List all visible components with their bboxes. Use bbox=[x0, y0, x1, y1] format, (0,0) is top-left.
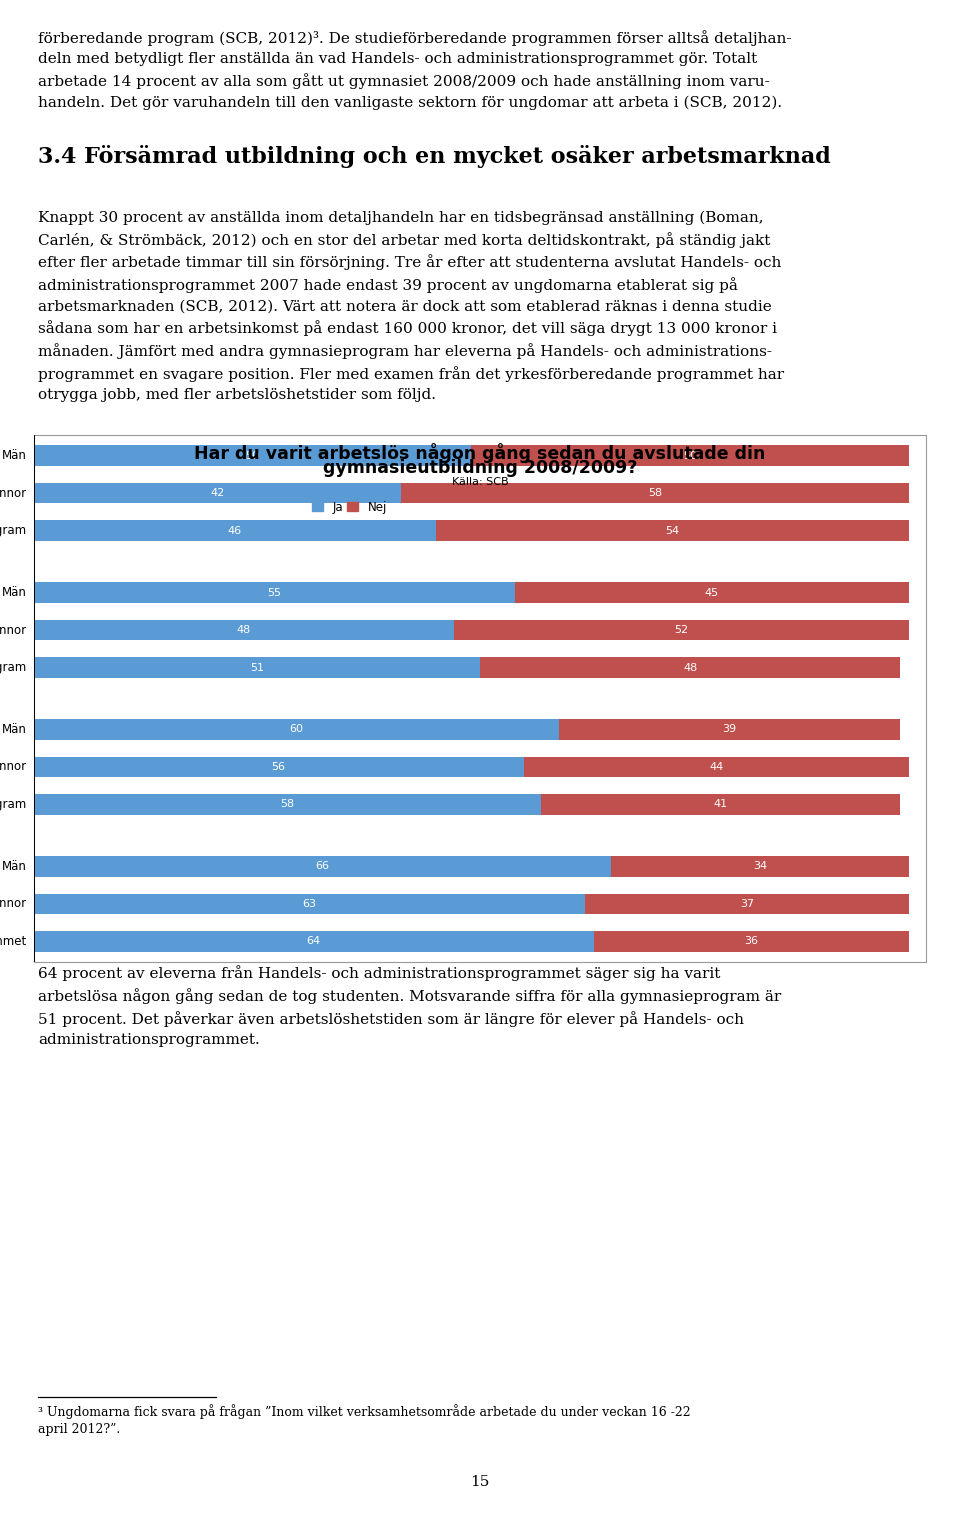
Bar bbox=[515, 582, 909, 603]
Text: 45: 45 bbox=[705, 588, 719, 597]
Text: 48: 48 bbox=[683, 663, 697, 673]
Bar bbox=[585, 894, 909, 914]
Text: 51: 51 bbox=[250, 663, 264, 673]
Text: 52: 52 bbox=[674, 624, 688, 635]
Text: Studieförberedande program: Studieförberedande program bbox=[0, 524, 27, 538]
Text: 55: 55 bbox=[267, 588, 281, 597]
Text: 44: 44 bbox=[709, 762, 724, 772]
Text: 50: 50 bbox=[246, 451, 259, 460]
Text: 58: 58 bbox=[648, 489, 662, 498]
Bar bbox=[34, 894, 585, 914]
Text: 64: 64 bbox=[306, 937, 321, 946]
Bar bbox=[541, 793, 900, 815]
Legend: Ja, Nej: Ja, Nej bbox=[307, 496, 392, 519]
Text: 37: 37 bbox=[740, 899, 754, 909]
Text: 42: 42 bbox=[210, 489, 225, 498]
Text: 63: 63 bbox=[302, 899, 316, 909]
Text: 64 procent av eleverna från Handels- och administrationsprogrammet säger sig ha : 64 procent av eleverna från Handels- och… bbox=[38, 966, 781, 1048]
Bar bbox=[34, 620, 454, 640]
Text: 54: 54 bbox=[665, 525, 680, 536]
Bar bbox=[612, 856, 909, 877]
Text: Män: Män bbox=[2, 449, 27, 461]
Text: 50: 50 bbox=[684, 451, 697, 460]
Text: 66: 66 bbox=[316, 862, 329, 871]
Text: 39: 39 bbox=[722, 725, 736, 734]
Bar bbox=[34, 757, 524, 777]
Text: gymnasieutbildning 2008/2009?: gymnasieutbildning 2008/2009? bbox=[323, 458, 637, 477]
Bar bbox=[34, 793, 541, 815]
Text: förberedande program (SCB, 2012)³. De studieförberedande programmen förser allts: förberedande program (SCB, 2012)³. De st… bbox=[38, 30, 792, 110]
Text: ³ Ungdomarna fick svara på frågan ”Inom vilket verksamhetsområde arbetade du und: ³ Ungdomarna fick svara på frågan ”Inom … bbox=[38, 1404, 691, 1436]
Bar bbox=[480, 658, 900, 678]
Text: Yrkesinriktade program: Yrkesinriktade program bbox=[0, 798, 27, 810]
Bar bbox=[471, 445, 909, 466]
Text: 60: 60 bbox=[289, 725, 303, 734]
Bar bbox=[401, 483, 909, 504]
Text: Män: Män bbox=[2, 723, 27, 736]
Text: 58: 58 bbox=[280, 800, 295, 809]
Text: 15: 15 bbox=[470, 1476, 490, 1489]
Text: Kvinnor: Kvinnor bbox=[0, 897, 27, 911]
Text: 56: 56 bbox=[272, 762, 286, 772]
Text: 36: 36 bbox=[744, 937, 758, 946]
Text: 41: 41 bbox=[713, 800, 728, 809]
Text: Knappt 30 procent av anställda inom detaljhandeln har en tidsbegränsad anställni: Knappt 30 procent av anställda inom deta… bbox=[38, 210, 784, 402]
Bar bbox=[34, 931, 594, 952]
Text: Kvinnor: Kvinnor bbox=[0, 487, 27, 500]
Text: Samtliga gymnasieprogram: Samtliga gymnasieprogram bbox=[0, 661, 27, 675]
Bar bbox=[34, 582, 515, 603]
Bar bbox=[34, 856, 612, 877]
Text: 48: 48 bbox=[236, 624, 251, 635]
Text: Kvinnor: Kvinnor bbox=[0, 760, 27, 774]
Bar bbox=[34, 483, 401, 504]
Bar bbox=[559, 719, 900, 740]
Text: 46: 46 bbox=[228, 525, 242, 536]
Text: 3.4 Försämrad utbildning och en mycket osäker arbetsmarknad: 3.4 Försämrad utbildning och en mycket o… bbox=[38, 145, 831, 168]
Bar bbox=[594, 931, 909, 952]
Bar bbox=[34, 445, 471, 466]
Text: Handels- och administrationsprogrammet: Handels- och administrationsprogrammet bbox=[0, 935, 27, 947]
Text: Har du varit arbetslös någon gång sedan du avslutade din: Har du varit arbetslös någon gång sedan … bbox=[194, 443, 766, 463]
Text: Kvinnor: Kvinnor bbox=[0, 623, 27, 637]
Bar bbox=[454, 620, 909, 640]
Text: Källa: SCB: Källa: SCB bbox=[452, 477, 508, 487]
Bar bbox=[34, 658, 480, 678]
Bar bbox=[524, 757, 909, 777]
Text: Män: Män bbox=[2, 586, 27, 599]
Bar bbox=[34, 719, 559, 740]
Bar bbox=[34, 521, 436, 541]
Text: Män: Män bbox=[2, 860, 27, 873]
Bar bbox=[436, 521, 909, 541]
Text: 34: 34 bbox=[753, 862, 767, 871]
